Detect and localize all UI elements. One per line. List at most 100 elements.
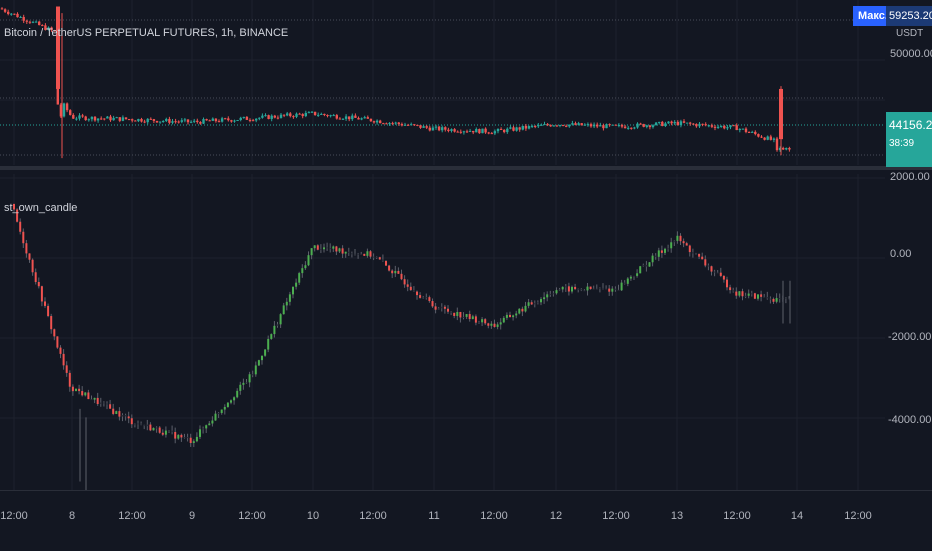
price-candle — [676, 121, 679, 126]
indicator-candle — [248, 374, 251, 383]
indicator-candle — [360, 253, 363, 255]
price-candle — [47, 27, 50, 30]
indicator-candle — [13, 203, 15, 210]
price-candle — [69, 110, 72, 115]
indicator-candle — [276, 324, 279, 326]
price-candle — [704, 124, 707, 126]
indicator-candle — [335, 246, 338, 252]
indicator-candle — [295, 282, 298, 287]
pane-separator[interactable] — [0, 166, 932, 170]
price-candle — [44, 25, 47, 30]
price-candle — [109, 116, 112, 121]
indicator-candle — [102, 402, 105, 404]
symbol-title[interactable]: Bitcoin / TetherUS PERPETUAL FUTURES, 1h… — [4, 27, 289, 39]
price-candle — [38, 21, 41, 26]
indicator-candle — [350, 252, 353, 255]
price-candle — [239, 117, 242, 121]
indicator-candle — [654, 255, 657, 257]
price-candle — [611, 124, 614, 126]
indicator-candle — [623, 282, 626, 284]
price-candle — [583, 124, 586, 126]
price-candle — [561, 124, 565, 126]
indicator-candle — [750, 293, 753, 295]
indicator-candle — [90, 399, 93, 401]
price-candle — [19, 16, 22, 18]
indicator-candle — [726, 279, 728, 288]
indicator-candle — [729, 287, 732, 291]
price-candle — [357, 117, 360, 120]
price-candle — [555, 125, 559, 127]
price-candle — [245, 116, 249, 120]
price-candle — [419, 125, 422, 128]
indicator-candle — [549, 293, 552, 295]
indicator-candle — [707, 265, 710, 267]
price-candle — [747, 131, 751, 133]
indicator-candle — [226, 402, 229, 407]
time-axis-label: 13 — [670, 510, 684, 522]
indicator-candle — [118, 411, 121, 417]
indicator-candle — [403, 279, 406, 285]
price-candle — [512, 127, 515, 131]
price-candle — [431, 127, 435, 131]
time-axis[interactable] — [0, 490, 932, 551]
indicator-candle — [555, 290, 558, 294]
price-candle — [465, 131, 469, 133]
indicator-candle — [629, 276, 632, 279]
indicator-candle — [59, 347, 62, 354]
indicator-title[interactable]: st_own_candle — [4, 202, 78, 214]
price-candle — [772, 138, 776, 140]
indicator-candle — [682, 241, 685, 244]
price-candle — [143, 121, 146, 123]
indicator-candle — [642, 264, 645, 267]
indicator-candle — [676, 235, 679, 241]
indicator-candle — [527, 302, 530, 306]
indicator-candle — [87, 392, 90, 400]
price-candle — [323, 113, 326, 116]
price-candle — [416, 124, 419, 126]
indicator-candle — [571, 286, 573, 292]
indicator-candle — [574, 286, 577, 290]
indicator-candle — [419, 295, 422, 298]
indicator-candle — [716, 272, 719, 274]
indicator-candle — [282, 305, 285, 315]
indicator-candle — [16, 209, 19, 222]
price-candle — [766, 136, 769, 140]
price-candle — [242, 116, 245, 118]
price-candle — [778, 147, 782, 151]
indicator-candle — [757, 294, 759, 299]
price-candle — [0, 8, 4, 10]
price-candle — [527, 126, 531, 129]
indicator-candle — [468, 314, 471, 320]
price-candle — [162, 121, 165, 123]
price-candle — [65, 103, 69, 111]
price-candle — [276, 117, 280, 119]
indicator-candle — [409, 286, 412, 291]
price-candle — [202, 119, 205, 124]
time-axis-label: 11 — [428, 510, 440, 522]
price-candle — [462, 131, 466, 133]
indicator-candle — [406, 284, 409, 287]
price-candle — [81, 115, 84, 117]
price-candle — [558, 124, 562, 126]
indicator-candle — [753, 293, 756, 299]
price-candle — [630, 127, 633, 129]
price-candle — [679, 121, 683, 126]
indicator-candle — [462, 316, 465, 318]
indicator-candle — [233, 397, 236, 401]
price-candle — [96, 118, 100, 121]
indicator-candle — [394, 270, 397, 274]
price-candle — [605, 124, 608, 129]
indicator-candle — [639, 266, 642, 274]
indicator-candle — [273, 325, 276, 335]
indicator-candle — [279, 314, 282, 325]
indicator-candle — [688, 245, 691, 253]
price-candle — [106, 116, 109, 119]
price-candle — [375, 120, 379, 123]
indicator-candle — [202, 428, 205, 430]
indicator-candle — [251, 374, 254, 376]
price-candle — [599, 125, 602, 127]
indicator-candle — [512, 315, 515, 318]
price-candle — [289, 113, 292, 117]
price-candle — [34, 21, 38, 23]
